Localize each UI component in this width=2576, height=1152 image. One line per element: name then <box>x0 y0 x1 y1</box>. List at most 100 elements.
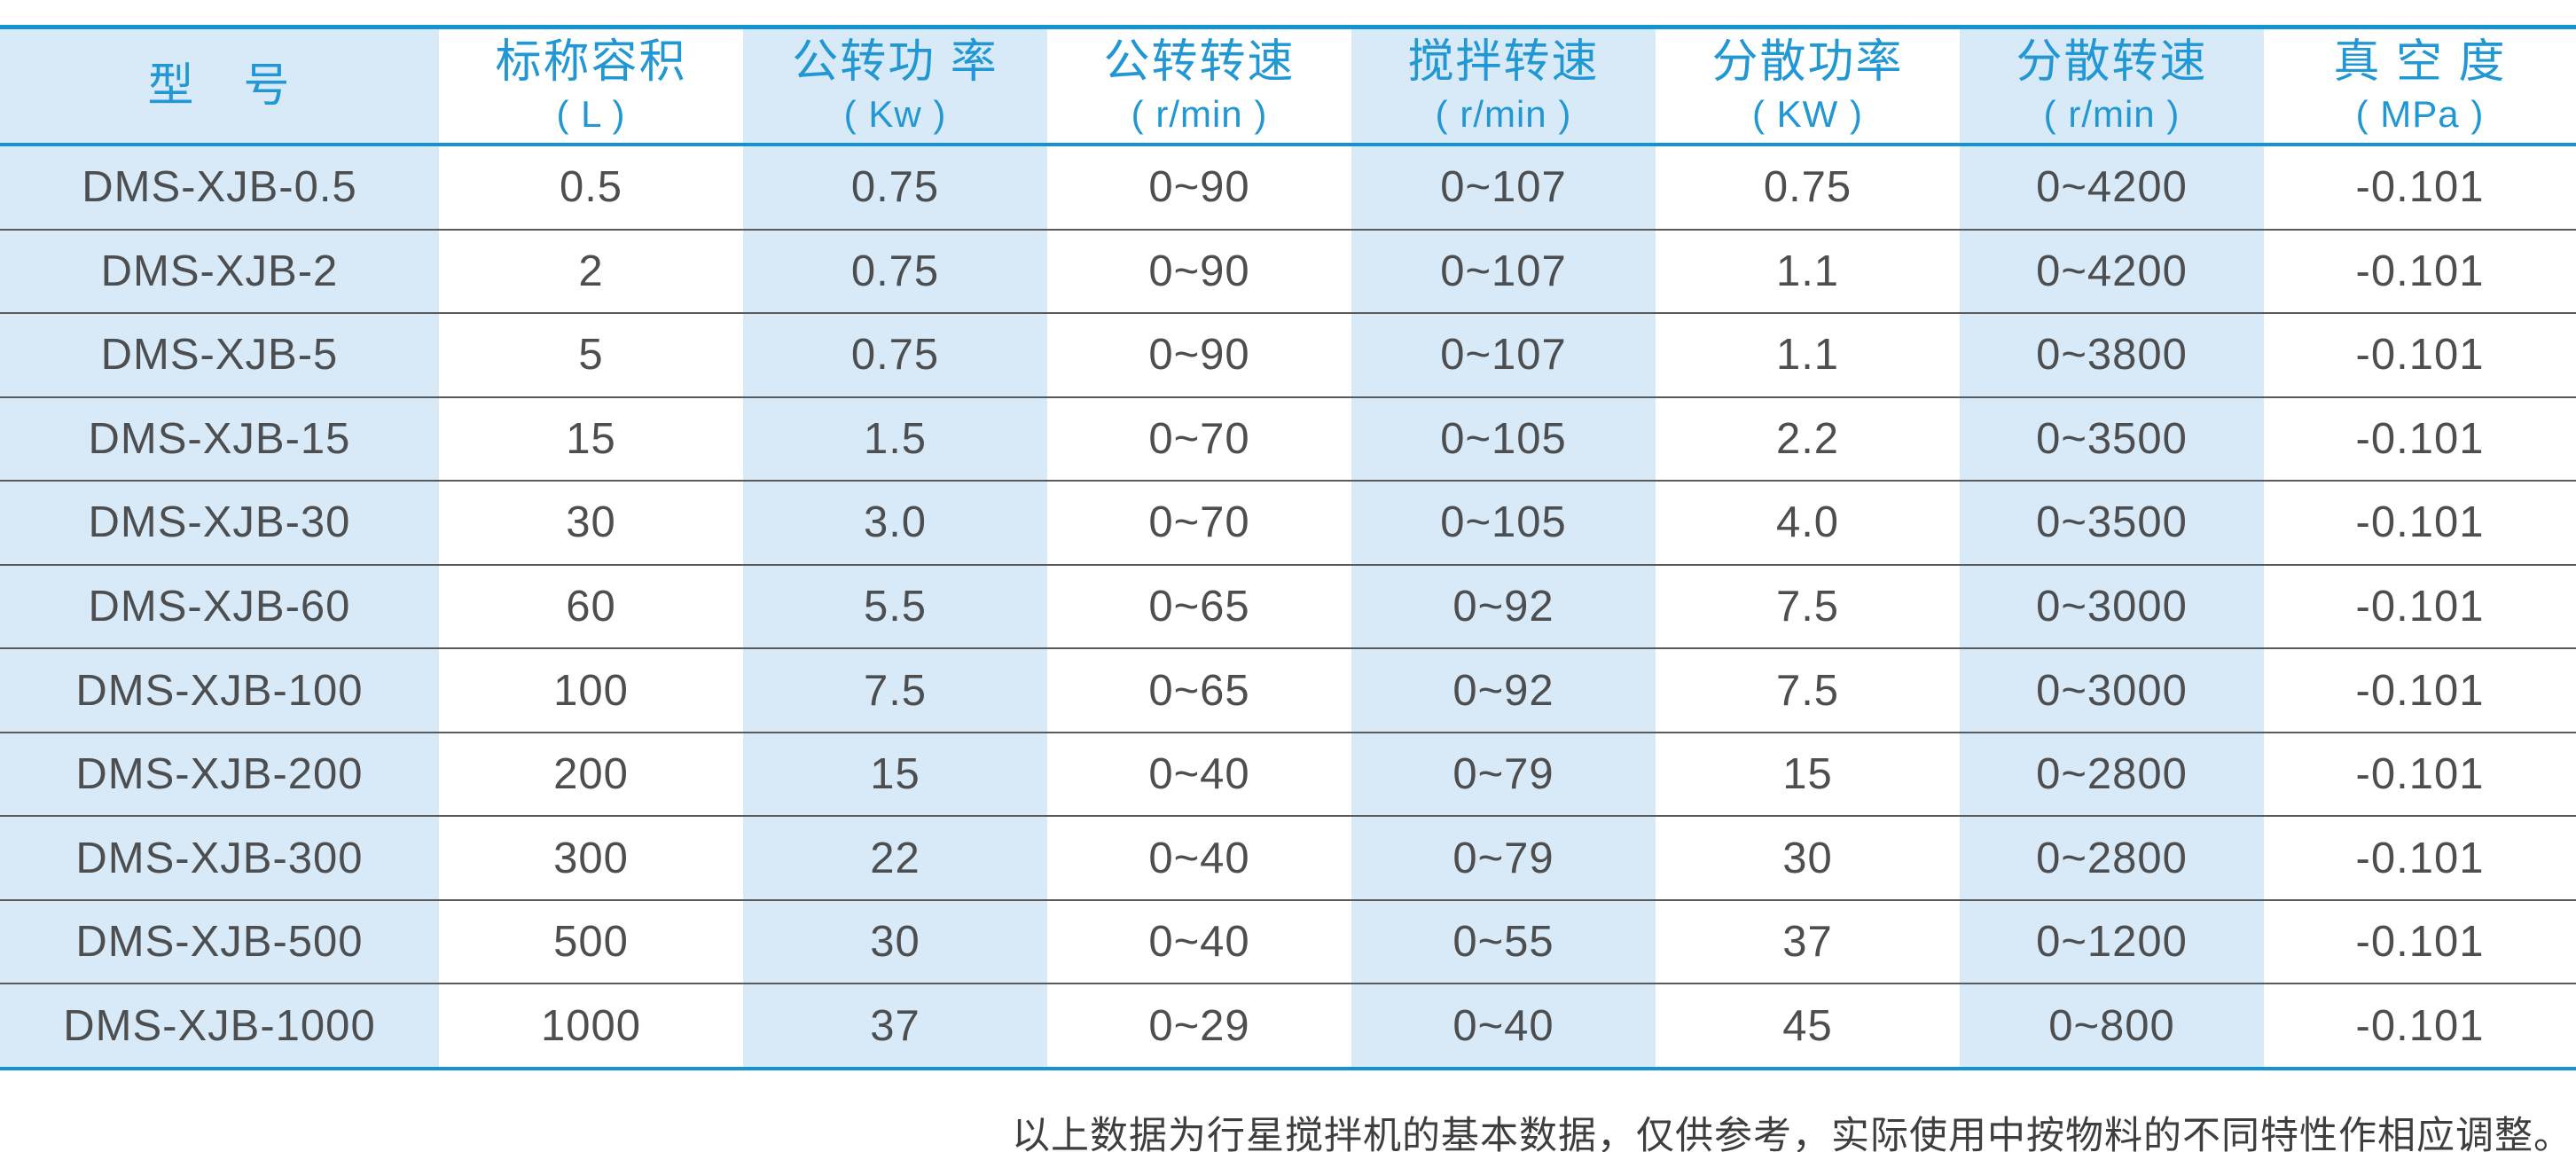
table-cell: 15 <box>1782 750 1833 799</box>
model-cell: DMS-XJB-300 <box>0 817 439 899</box>
table-cell: 0~92 <box>1351 649 1656 732</box>
table-cell: 0~40 <box>1148 834 1250 882</box>
table-cell: 37 <box>743 984 1047 1068</box>
model-cell: DMS-XJB-500 <box>0 900 439 984</box>
table-row: DMS-XJB-15 15 1.5 0~70 0~105 2.2 0~3500 -0.101 <box>0 396 2576 481</box>
table-cell: 0~105 <box>1351 397 1656 481</box>
table-row: DMS-XJB-30 30 3.0 0~70 0~105 4.0 0~3500 -0.101 <box>0 480 2576 564</box>
table-cell: 15 <box>566 414 616 463</box>
column-header-5: 分散功率 ( KW ) <box>1656 29 1960 143</box>
model-cell: DMS-XJB-100 <box>0 649 439 732</box>
table-cell: 22 <box>743 817 1047 899</box>
table-cell: 1.1 <box>1775 331 1840 380</box>
model-cell: DMS-XJB-1000 <box>0 984 439 1068</box>
table-cell: 0~65 <box>1148 583 1250 631</box>
table-cell: 0~800 <box>1960 984 2264 1068</box>
table-cell: 200 <box>553 750 629 799</box>
column-unit: ( r/min ) <box>2043 93 2181 135</box>
table-cell: 0~4200 <box>1960 146 2264 229</box>
table-cell: 0~2800 <box>1960 733 2264 816</box>
table-cell: -0.101 <box>2355 583 2485 631</box>
column-header-4: 搅拌转速 ( r/min ) <box>1351 29 1656 143</box>
table-cell: 0~79 <box>1351 817 1656 899</box>
table-cell: 5 <box>578 331 604 380</box>
column-header-3: 公转转速 ( r/min ) <box>1047 29 1351 143</box>
table-cell: 500 <box>553 918 629 967</box>
table-row: DMS-XJB-5 5 0.75 0~90 0~107 1.1 0~3800 -0.101 <box>0 312 2576 396</box>
model-cell: DMS-XJB-5 <box>0 314 439 396</box>
table-cell: 0~4200 <box>1960 230 2264 313</box>
table-cell: 0~40 <box>1148 750 1250 799</box>
table-cell: 0~107 <box>1351 230 1656 313</box>
model-cell: DMS-XJB-15 <box>0 397 439 481</box>
table-cell: 0~105 <box>1351 482 1656 564</box>
column-title: 分散转速 <box>2016 36 2208 88</box>
table-cell: 0~1200 <box>1960 900 2264 984</box>
table-cell: 300 <box>553 834 629 882</box>
table-cell: -0.101 <box>2355 750 2485 799</box>
table-header-row: 型 号标称容积( L ) 公转功 率( Kw ) 公转转速( r/min ) 搅拌转速… <box>0 29 2576 146</box>
table-cell: 5.5 <box>743 565 1047 648</box>
table-cell: 0~90 <box>1148 247 1250 295</box>
table-cell: 0~70 <box>1148 414 1250 463</box>
table-row: DMS-XJB-300 300 22 0~40 0~79 30 0~2800 -0.101 <box>0 815 2576 899</box>
table-cell: -0.101 <box>2355 834 2485 882</box>
column-unit: ( KW ) <box>1752 93 1863 135</box>
table-cell: 3.0 <box>743 482 1047 564</box>
table-cell: -0.101 <box>2355 918 2485 967</box>
table-cell: 15 <box>743 733 1047 816</box>
table-cell: -0.101 <box>2355 247 2485 295</box>
table-cell: 0~90 <box>1148 163 1250 212</box>
column-title: 真 空 度 <box>2333 36 2507 88</box>
spec-table: 型 号标称容积( L ) 公转功 率( Kw ) 公转转速( r/min ) 搅拌转速… <box>0 25 2576 1070</box>
table-row: DMS-XJB-60 60 5.5 0~65 0~92 7.5 0~3000 -0.101 <box>0 563 2576 648</box>
table-cell: 0~29 <box>1148 1001 1250 1050</box>
column-header-7: 真 空 度 ( MPa ) <box>2264 29 2576 143</box>
table-cell: 1.5 <box>743 397 1047 481</box>
table-cell: 0~3000 <box>1960 649 2264 732</box>
table-cell: 37 <box>1782 918 1833 967</box>
table-cell: 0~70 <box>1148 498 1250 547</box>
table-cell: 0~107 <box>1351 314 1656 396</box>
table-cell: 100 <box>553 666 629 715</box>
table-cell: 0~92 <box>1351 565 1656 648</box>
table-cell: -0.101 <box>2355 666 2485 715</box>
table-cell: 7.5 <box>743 649 1047 732</box>
column-unit: ( Kw ) <box>843 93 947 135</box>
table-body: DMS-XJB-0.5 0.5 0.75 0~90 0~107 0.75 0~4200 -0.… <box>0 146 2576 1068</box>
column-unit: ( r/min ) <box>1435 93 1572 135</box>
table-cell: -0.101 <box>2355 1001 2485 1050</box>
table-cell: 0.75 <box>1763 163 1852 212</box>
column-unit: ( L ) <box>556 93 626 135</box>
table-cell: 0~3000 <box>1960 565 2264 648</box>
table-cell: -0.101 <box>2355 163 2485 212</box>
table-cell: 0~79 <box>1351 733 1656 816</box>
table-cell: 1000 <box>540 1001 641 1050</box>
column-title: 型 号 <box>147 60 292 112</box>
table-cell: 0~90 <box>1148 331 1250 380</box>
table-cell: 0~3500 <box>1960 482 2264 564</box>
model-cell: DMS-XJB-0.5 <box>0 146 439 229</box>
column-header-2: 公转功 率 ( Kw ) <box>743 29 1047 143</box>
table-row: DMS-XJB-200 200 15 0~40 0~79 15 0~2800 -0.101 <box>0 731 2576 816</box>
column-unit: ( MPa ) <box>2355 93 2485 135</box>
table-row: DMS-XJB-0.5 0.5 0.75 0~90 0~107 0.75 0~4200 -0.… <box>0 146 2576 229</box>
table-row: DMS-XJB-500 500 30 0~40 0~55 37 0~1200 -0.101 <box>0 898 2576 984</box>
table-cell: 1.1 <box>1775 247 1840 295</box>
table-cell: 4.0 <box>1775 498 1840 547</box>
model-cell: DMS-XJB-30 <box>0 482 439 564</box>
table-cell: 0.75 <box>743 230 1047 313</box>
table-cell: 30 <box>743 900 1047 984</box>
table-cell: 0.75 <box>743 146 1047 229</box>
table-row: DMS-XJB-2 2 0.75 0~90 0~107 1.1 0~4200 -0.101 <box>0 228 2576 313</box>
table-cell: 2.2 <box>1775 414 1840 463</box>
table-row: DMS-XJB-100 100 7.5 0~65 0~92 7.5 0~3000 -0.101 <box>0 647 2576 732</box>
column-title: 搅拌转速 <box>1407 36 1600 88</box>
model-cell: DMS-XJB-200 <box>0 733 439 816</box>
table-cell: 0~107 <box>1351 146 1656 229</box>
column-header-1: 标称容积 ( L ) <box>439 29 743 143</box>
table-cell: 7.5 <box>1775 583 1840 631</box>
table-cell: 30 <box>1782 834 1833 882</box>
table-cell: 0~40 <box>1148 918 1250 967</box>
table-row: DMS-XJB-1000 1000 37 0~29 0~40 45 0~800 -0.101 <box>0 983 2576 1068</box>
